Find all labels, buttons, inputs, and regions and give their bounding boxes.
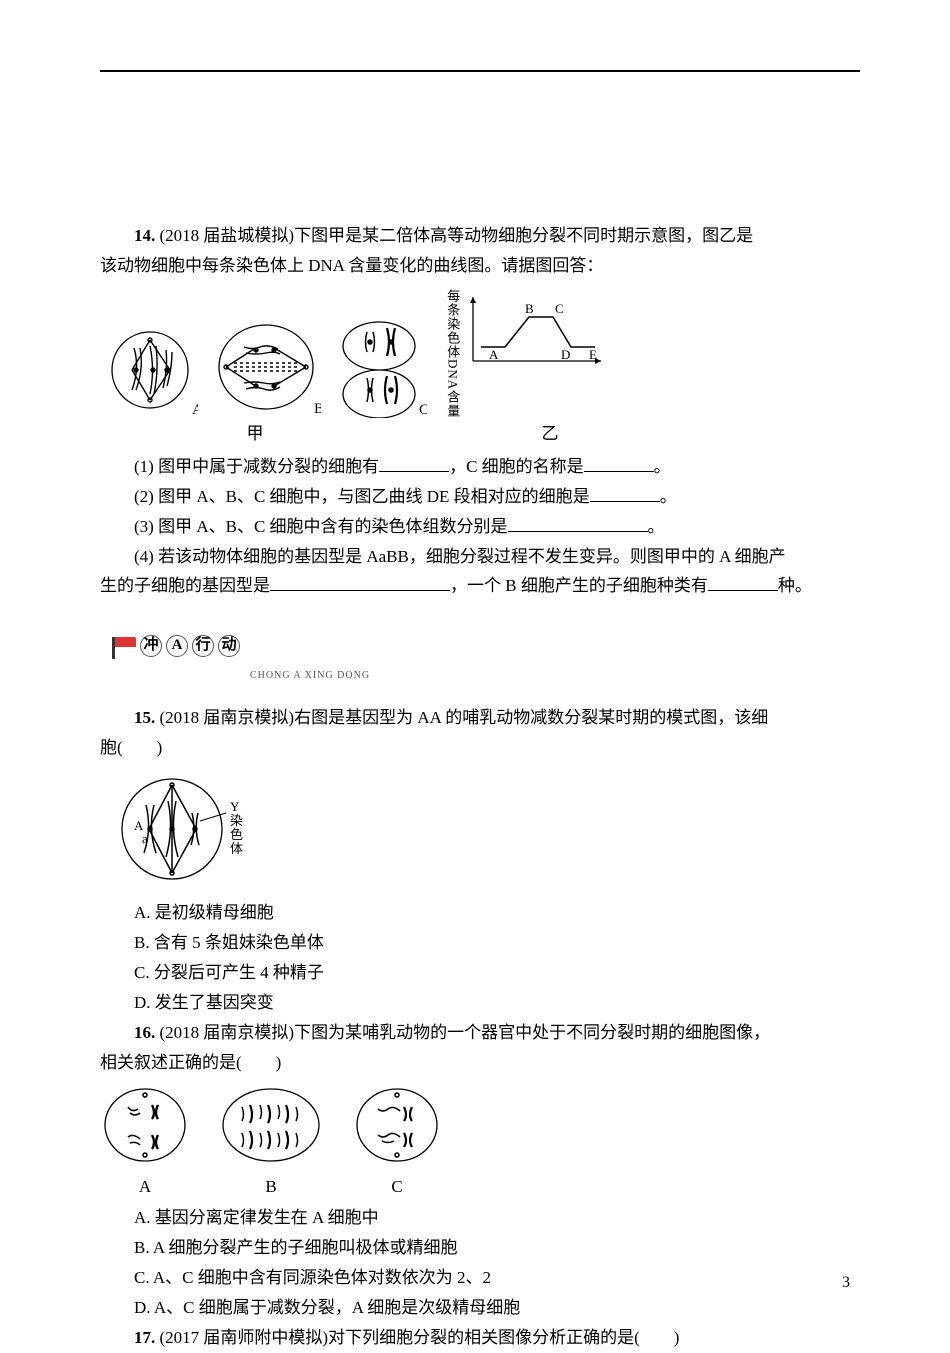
q14-caption-row: 甲 乙: [100, 420, 860, 449]
q15-stem-line2: 胞( ): [100, 734, 860, 763]
q14-sub4b: 生的子细胞的基因型是，一个 B 细胞产生的子细胞种类有种。: [100, 572, 860, 601]
q16-figure-row: A B: [100, 1085, 860, 1202]
q15-number: 15.: [134, 708, 155, 727]
q17-source: (2017 届南师附中模拟): [160, 1328, 329, 1347]
chong-circ-2: A: [166, 635, 188, 657]
q17-stem: 17. (2017 届南师附中模拟)对下列细胞分裂的相关图像分析正确的是( ): [100, 1324, 860, 1353]
q14-stem-line2: 该动物细胞中每条染色体上 DNA 含量变化的曲线图。请据图回答：: [100, 252, 860, 281]
q14-sub3: (3) 图甲 A、B、C 细胞中含有的染色体组数分别是。: [100, 513, 860, 542]
q14-cell-c-svg: C: [339, 318, 427, 418]
q14-stem-line1: 14. (2018 届盐城模拟)下图甲是某二倍体高等动物细胞分裂不同时期示意图，…: [100, 222, 860, 251]
q15-figure: A a Y 染 色 体: [100, 771, 860, 891]
svg-text:E: E: [589, 347, 597, 362]
q14-caption-right: 乙: [420, 420, 680, 449]
q15-opt-b: B. 含有 5 条姐妹染色单体: [100, 929, 860, 958]
q16-cell-b: B: [220, 1085, 322, 1202]
page-body: 14. (2018 届盐城模拟)下图甲是某二倍体高等动物细胞分裂不同时期示意图，…: [0, 0, 950, 1353]
q16-stem-a: 下图为某哺乳动物的一个器官中处于不同分裂时期的细胞图像，: [294, 1023, 770, 1042]
q16-cell-a: A: [100, 1085, 190, 1202]
chong-circ-1: 冲: [140, 635, 162, 657]
svg-text:C: C: [555, 301, 564, 316]
svg-text:A: A: [489, 347, 499, 362]
svg-text:a: a: [142, 831, 148, 846]
q15-opt-c: C. 分裂后可产生 4 种精子: [100, 959, 860, 988]
q16-label-c: C: [352, 1173, 442, 1202]
q15-stem-line1: 15. (2018 届南京模拟)右图是基因型为 AA 的哺乳动物减数分裂某时期的…: [100, 704, 860, 733]
svg-text:色: 色: [230, 827, 243, 842]
q17-number: 17.: [134, 1328, 155, 1347]
q14-source: (2018 届盐城模拟): [160, 226, 295, 245]
q16-stem-line2: 相关叙述正确的是( ): [100, 1049, 860, 1078]
svg-text:Y: Y: [230, 799, 240, 814]
q14-sub1: (1) 图甲中属于减数分裂的细胞有，C 细胞的名称是。: [100, 453, 860, 482]
q14-figure-row: A B: [100, 289, 860, 418]
q17-stem-text: 对下列细胞分裂的相关图像分析正确的是( ): [328, 1328, 679, 1347]
q14-caption-left: 甲: [100, 420, 410, 449]
chong-circ-4: 动: [218, 635, 240, 657]
q14-graph-ylabel: 每条染色体DNA含量: [445, 289, 459, 418]
q14-sub4a: (4) 若该动物体细胞的基因型是 AaBB，细胞分裂过程不发生变异。则图甲中的 …: [100, 543, 860, 572]
top-rule: [100, 70, 860, 72]
q16-opt-a: A. 基因分离定律发生在 A 细胞中: [100, 1204, 860, 1233]
q16-options: A. 基因分离定律发生在 A 细胞中 B. A 细胞分裂产生的子细胞叫极体或精细…: [100, 1204, 860, 1323]
flag-icon: [112, 637, 136, 655]
chong-circ-3: 行: [192, 635, 214, 657]
q16-opt-d: D. A、C 细胞属于减数分裂，A 细胞是次级精母细胞: [100, 1294, 860, 1323]
q15-stem-a: 右图是基因型为 AA 的哺乳动物减数分裂某时期的模式图，该细: [294, 708, 768, 727]
q15-cell-svg: A a Y 染 色 体: [100, 771, 270, 891]
q14-number: 14.: [134, 226, 155, 245]
q14-cell-b-svg: B: [216, 323, 321, 418]
q15-source: (2018 届南京模拟): [160, 708, 295, 727]
q14-stem-a: 下图甲是某二倍体高等动物细胞分裂不同时期示意图，图乙是: [294, 226, 753, 245]
q16-cell-c: C: [352, 1085, 442, 1202]
svg-text:染: 染: [230, 813, 243, 828]
q14-cell-c-label: C: [419, 402, 427, 418]
svg-text:B: B: [525, 301, 534, 316]
q16-label-b: B: [220, 1173, 322, 1202]
q16-source: (2018 届南京模拟): [160, 1023, 295, 1042]
chong-a-banner: 冲 A 行 动 CHONG A XING DONG: [112, 607, 860, 684]
q14-graph-wrap: 每条染色体DNA含量 A B C D E: [445, 289, 668, 418]
q16-opt-b: B. A 细胞分裂产生的子细胞叫极体或精细胞: [100, 1234, 860, 1263]
q15-opt-a: A. 是初级精母细胞: [100, 899, 860, 928]
q16-opt-c: C. A、C 细胞中含有同源染色体对数依次为 2、2: [100, 1264, 860, 1293]
q15-opt-d: D. 发生了基因突变: [100, 989, 860, 1018]
q16-label-a: A: [100, 1173, 190, 1202]
q14-cell-a-label: A: [192, 402, 198, 418]
q16-stem-line1: 16. (2018 届南京模拟)下图为某哺乳动物的一个器官中处于不同分裂时期的细…: [100, 1019, 860, 1048]
q14-sub2: (2) 图甲 A、B、C 细胞中，与图乙曲线 DE 段相对应的细胞是。: [100, 483, 860, 512]
svg-text:体: 体: [230, 841, 243, 856]
q16-number: 16.: [134, 1023, 155, 1042]
svg-text:D: D: [561, 347, 570, 362]
chong-pinyin: CHONG A XING DONG: [250, 667, 370, 684]
q14-cell-a-svg: A: [110, 328, 198, 418]
page-number: 3: [842, 1269, 850, 1296]
q14-graph-svg: A B C D E: [461, 289, 611, 379]
q14-cell-b-label: B: [314, 401, 321, 417]
q15-options: A. 是初级精母细胞 B. 含有 5 条姐妹染色单体 C. 分裂后可产生 4 种…: [100, 899, 860, 1018]
